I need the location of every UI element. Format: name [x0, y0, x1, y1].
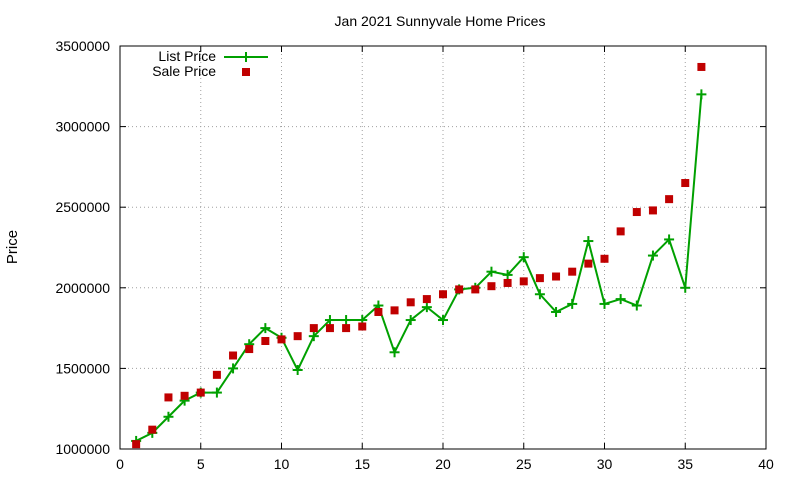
list-price-point: [421, 302, 432, 313]
legend: List Price Sale Price: [152, 48, 268, 79]
sale-price-point: [455, 285, 464, 294]
sale-price-point: [600, 254, 609, 263]
sale-price-point: [632, 208, 641, 217]
legend-label-list-price: List Price: [158, 48, 216, 64]
x-tick-label: 10: [274, 456, 290, 472]
sale-price-point: [503, 278, 512, 287]
y-tick-label: 1000000: [55, 441, 110, 457]
y-tick-label: 1500000: [55, 360, 110, 376]
chart-title: Jan 2021 Sunnyvale Home Prices: [335, 13, 546, 29]
sale-price-point: [196, 388, 205, 397]
x-tick-label: 20: [435, 456, 451, 472]
x-tick-label: 5: [197, 456, 205, 472]
sale-price-point: [471, 285, 480, 294]
x-tick-label: 0: [116, 456, 124, 472]
sale-price-point: [148, 425, 157, 434]
sale-price-point: [616, 227, 625, 236]
list-price-point: [647, 250, 658, 261]
ticks-layer: 0 5 10 15 20 25 30 35 40 1000000 1500000 2000000 250…: [55, 38, 774, 472]
sale-price-point: [261, 336, 270, 345]
sale-price-point: [648, 206, 657, 215]
sale-price-point: [568, 267, 577, 276]
list-price-point: [534, 289, 545, 300]
sale-price-point: [519, 277, 528, 286]
sale-price-point: [665, 195, 674, 204]
sale-price-point: [164, 393, 173, 402]
sale-price-point: [681, 179, 690, 188]
sale-price-point: [309, 324, 318, 333]
sale-price-point: [212, 370, 221, 379]
sale-price-point: [325, 324, 334, 333]
y-axis-label: Price: [4, 230, 21, 264]
list-price-point: [680, 282, 691, 293]
list-price-point: [551, 306, 562, 317]
list-price-point: [405, 315, 416, 326]
x-tick-label: 40: [758, 456, 774, 472]
x-tick-label: 25: [516, 456, 532, 472]
list-price-point: [518, 252, 529, 263]
legend-swatch-sale-price-marker: [242, 68, 250, 76]
sale-price-point: [358, 322, 367, 331]
y-tick-label: 2500000: [55, 199, 110, 215]
sale-price-point: [374, 307, 383, 316]
legend-label-sale-price: Sale Price: [152, 63, 216, 79]
sale-price-point: [535, 274, 544, 283]
list-price-point: [583, 236, 594, 247]
sale-price-point: [180, 391, 189, 400]
list-price-point: [615, 294, 626, 305]
list-price-line: [135, 94, 703, 442]
list-price-point: [502, 269, 513, 280]
sale-price-point: [132, 440, 141, 449]
list-price-point: [631, 300, 642, 311]
list-price-point: [324, 315, 335, 326]
list-price-point: [486, 266, 497, 277]
legend-swatch-list-price-marker: [241, 52, 251, 62]
list-price-point: [341, 315, 352, 326]
list-price-point: [228, 363, 239, 374]
list-price-point: [438, 315, 448, 326]
sale-price-point: [487, 282, 496, 291]
y-tick-label: 2000000: [55, 280, 110, 296]
list-price-point: [599, 298, 610, 309]
sale-price-point: [552, 272, 561, 281]
list-price-point: [292, 365, 303, 376]
sale-price-point: [293, 332, 302, 341]
sale-price-point: [439, 290, 447, 299]
sale-price-point: [697, 62, 706, 71]
sale-price-point: [406, 298, 415, 307]
y-tick-label: 3500000: [55, 38, 110, 54]
series-layer: [131, 62, 707, 449]
y-tick-label: 3000000: [55, 119, 110, 135]
list-price-point: [389, 347, 400, 358]
list-price-point: [260, 323, 271, 334]
x-tick-label: 15: [354, 456, 370, 472]
sale-price-point: [245, 345, 254, 354]
x-tick-label: 30: [597, 456, 613, 472]
list-price-point: [163, 411, 174, 422]
sale-price-point: [390, 306, 399, 315]
sale-price-point: [422, 295, 431, 304]
list-price-point: [211, 387, 222, 398]
list-price-point: [308, 331, 319, 342]
list-price-point: [696, 89, 707, 100]
list-price-point: [567, 298, 578, 309]
x-tick-label: 35: [677, 456, 693, 472]
sale-price-point: [229, 351, 238, 360]
list-price-point: [664, 234, 675, 245]
sale-price-point: [277, 335, 286, 344]
sale-price-point: [584, 259, 593, 268]
sale-price-point: [342, 324, 351, 333]
